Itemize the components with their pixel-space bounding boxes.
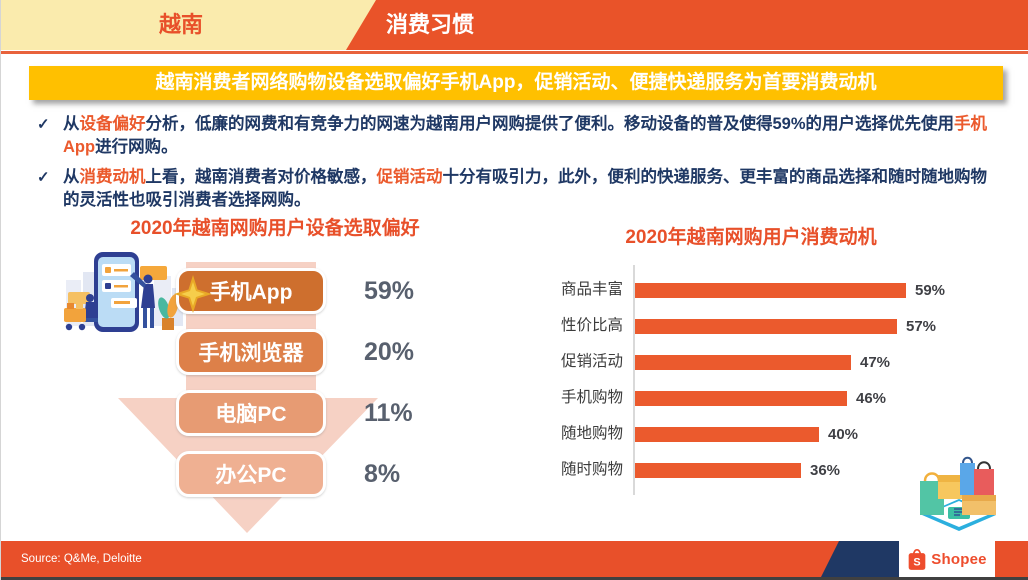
bar-category-label: 随地购物 xyxy=(560,425,623,442)
bar-fill xyxy=(635,282,906,298)
footer-bar: Source: Q&Me, Deloitte S Shopee xyxy=(1,541,1028,577)
funnel-row: 手机浏览器 20% xyxy=(176,329,456,375)
header-accent-band xyxy=(346,0,1028,50)
bar-row: 57% xyxy=(635,308,945,344)
bar-fill xyxy=(635,354,851,370)
bar-value-label: 57% xyxy=(906,317,937,335)
funnel-value: 59% xyxy=(364,276,415,305)
bar-chart-plot-area: 59% 57% 47% 46% 40% 36% xyxy=(633,265,945,495)
funnel-value: 8% xyxy=(364,459,401,488)
bar-row: 36% xyxy=(635,452,945,488)
bar-value-label: 59% xyxy=(915,281,946,299)
bar-row: 59% xyxy=(635,272,945,308)
sparkle-icon xyxy=(174,275,212,313)
bar-value-label: 46% xyxy=(856,389,887,407)
funnel-box: 手机浏览器 xyxy=(176,329,326,375)
key-finding-text: 从设备偏好分析，低廉的网费和有竞争力的网速为越南用户网购提供了便利。移动设备的普… xyxy=(63,115,988,156)
shopping-bags-illustration xyxy=(920,456,996,531)
funnel-box: 手机App xyxy=(174,268,326,314)
shopee-bag-logo-icon: S xyxy=(908,549,926,570)
funnel-row: 手机App 59% xyxy=(174,268,456,314)
bar-category-label: 手机购物 xyxy=(560,389,623,406)
bar-row: 46% xyxy=(635,380,945,416)
funnel-row: 办公PC 8% xyxy=(176,451,456,497)
funnel-box-label: 办公PC xyxy=(215,464,287,487)
source-note: Source: Q&Me, Deloitte xyxy=(21,553,142,565)
brand-logo: S Shopee xyxy=(899,541,995,577)
footer-navy-accent xyxy=(821,541,899,577)
check-icon: ✓ xyxy=(37,169,50,186)
motivation-chart-title: 2020年越南网购用户消费动机 xyxy=(625,227,877,248)
funnel-box-label: 电脑PC xyxy=(215,403,287,426)
bar-category-label: 商品丰富 xyxy=(560,281,623,298)
funnel-box-label: 手机App xyxy=(209,281,293,304)
device-chart-title: 2020年越南网购用户设备选取偏好 xyxy=(130,218,420,239)
headline-banner: 越南消费者网络购物设备选取偏好手机App，促销活动、便捷快递服务为首要消费动机 xyxy=(29,66,1003,100)
header-band: 越南 消费习惯 xyxy=(1,0,1028,50)
bar-category-label: 随时购物 xyxy=(560,461,623,478)
funnel-box: 电脑PC xyxy=(176,390,326,436)
bar-chart-labels: 商品丰富性价比高促销活动手机购物随地购物随时购物 xyxy=(541,265,633,495)
key-findings-list: ✓ 从设备偏好分析，低廉的网费和有竞争力的网速为越南用户网购提供了便利。移动设备的… xyxy=(37,113,997,219)
funnel-value: 11% xyxy=(364,398,413,427)
bar-value-label: 40% xyxy=(828,425,859,443)
funnel-box: 办公PC xyxy=(176,451,326,497)
device-funnel: 手机App 59% 手机浏览器 20% 电脑PC 11% 办公PC 8% xyxy=(174,268,456,512)
key-finding-item: ✓ 从设备偏好分析，低廉的网费和有竞争力的网速为越南用户网购提供了便利。移动设备的… xyxy=(37,113,997,159)
funnel-box-label: 手机浏览器 xyxy=(198,342,304,365)
mobile-shopping-illustration xyxy=(64,252,183,332)
bar-fill xyxy=(635,390,847,406)
bar-value-label: 36% xyxy=(810,461,841,479)
bar-category-label: 性价比高 xyxy=(560,317,623,334)
funnel-value: 20% xyxy=(364,337,415,366)
key-finding-text: 从消费动机上看，越南消费者对价格敏感，促销活动十分有吸引力，此外，便利的快递服务… xyxy=(63,168,987,209)
bar-fill xyxy=(635,426,819,442)
brand-name: Shopee xyxy=(931,550,987,568)
header-country-label: 越南 xyxy=(158,12,203,37)
funnel-row: 电脑PC 11% xyxy=(176,390,456,436)
bar-row: 40% xyxy=(635,416,945,452)
bar-category-label: 促销活动 xyxy=(560,353,623,370)
bar-fill xyxy=(635,318,897,334)
motivation-bar-chart: 商品丰富性价比高促销活动手机购物随地购物随时购物 59% 57% 47% 46% 40%… xyxy=(541,265,945,495)
footer-end-accent xyxy=(995,541,1028,577)
svg-text:S: S xyxy=(914,557,921,569)
header-topic-label: 消费习惯 xyxy=(386,12,475,37)
header-divider xyxy=(1,51,1028,54)
bottom-edge xyxy=(1,577,1028,580)
bar-row: 47% xyxy=(635,344,945,380)
key-finding-item: ✓ 从消费动机上看，越南消费者对价格敏感，促销活动十分有吸引力，此外，便利的快递服… xyxy=(37,166,997,212)
bar-fill xyxy=(635,462,801,478)
bar-value-label: 47% xyxy=(860,353,891,371)
check-icon: ✓ xyxy=(37,116,50,133)
